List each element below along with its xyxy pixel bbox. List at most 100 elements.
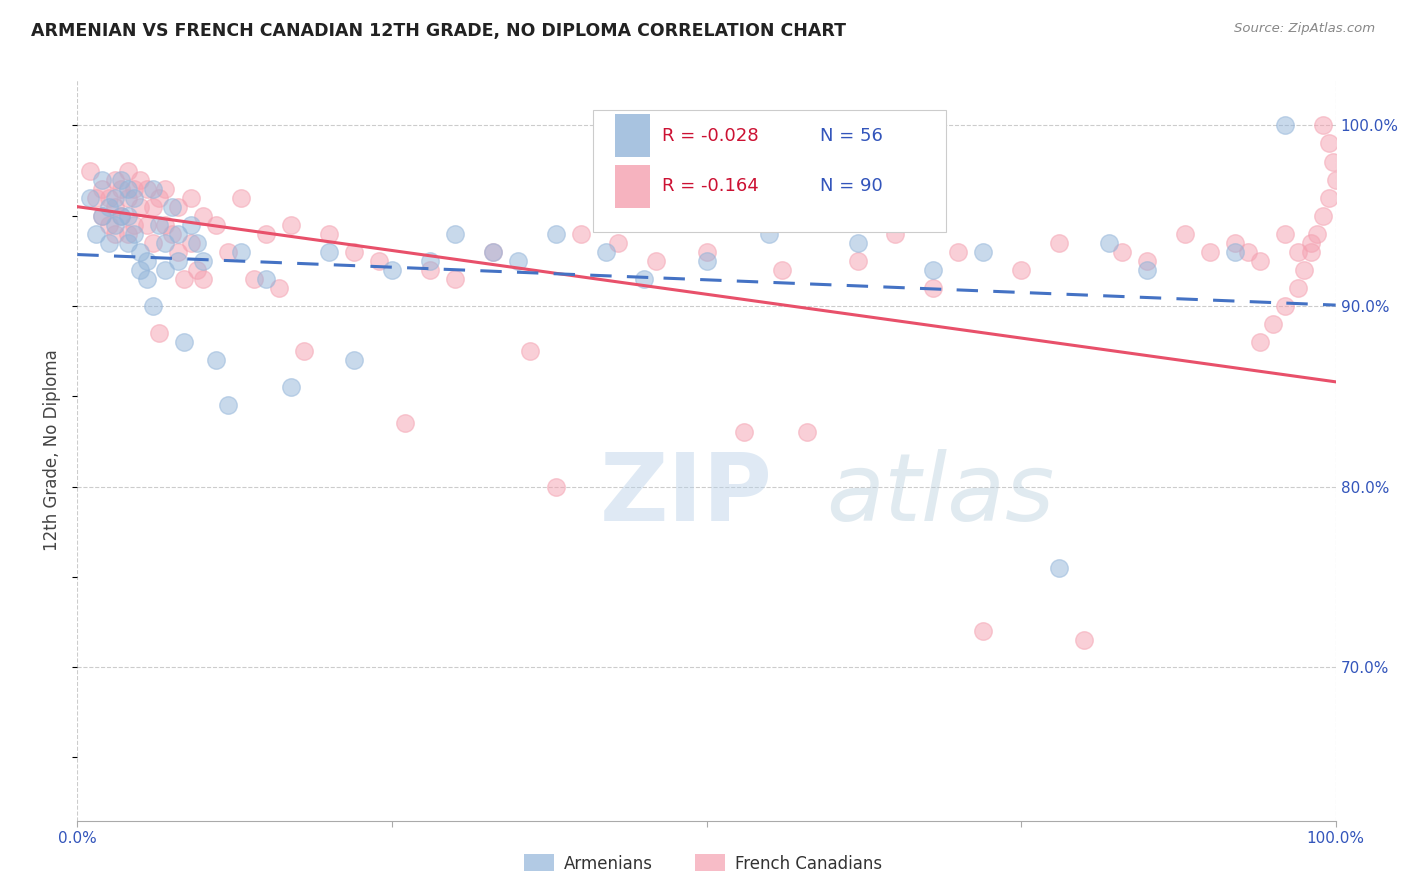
Point bbox=[846, 235, 869, 250]
Point bbox=[922, 263, 945, 277]
Point bbox=[186, 263, 208, 277]
Point bbox=[135, 272, 157, 286]
Point bbox=[97, 235, 120, 250]
Point bbox=[91, 172, 114, 186]
Point bbox=[91, 209, 114, 223]
Point bbox=[633, 272, 655, 286]
Point bbox=[97, 191, 120, 205]
Point bbox=[1319, 191, 1341, 205]
Point bbox=[104, 200, 127, 214]
Point bbox=[1319, 136, 1341, 151]
Point bbox=[117, 191, 139, 205]
Point bbox=[180, 191, 202, 205]
Point bbox=[1047, 561, 1070, 575]
Point bbox=[1261, 317, 1284, 331]
Text: R = -0.028: R = -0.028 bbox=[662, 127, 759, 145]
Point bbox=[204, 218, 226, 232]
Text: N = 56: N = 56 bbox=[820, 127, 883, 145]
Point bbox=[1294, 263, 1316, 277]
Text: Source: ZipAtlas.com: Source: ZipAtlas.com bbox=[1234, 22, 1375, 36]
Point bbox=[104, 172, 127, 186]
Point bbox=[1199, 244, 1222, 259]
Point bbox=[1274, 299, 1296, 313]
Point bbox=[129, 244, 152, 259]
Point bbox=[129, 172, 152, 186]
Point bbox=[696, 244, 718, 259]
Point bbox=[180, 235, 202, 250]
Point bbox=[267, 281, 290, 295]
Point bbox=[1223, 235, 1246, 250]
Point bbox=[135, 181, 157, 195]
Point bbox=[104, 218, 127, 232]
Point bbox=[1324, 172, 1347, 186]
Point bbox=[186, 235, 208, 250]
Point bbox=[160, 227, 183, 241]
Y-axis label: 12th Grade, No Diploma: 12th Grade, No Diploma bbox=[44, 350, 62, 551]
Point bbox=[972, 244, 994, 259]
Point bbox=[117, 163, 139, 178]
Point bbox=[84, 227, 107, 241]
Point bbox=[91, 209, 114, 223]
Text: R = -0.164: R = -0.164 bbox=[662, 178, 759, 195]
Point bbox=[110, 172, 132, 186]
Point bbox=[104, 191, 127, 205]
Point bbox=[142, 181, 165, 195]
Point bbox=[884, 227, 907, 241]
Point bbox=[117, 227, 139, 241]
Point bbox=[292, 344, 315, 359]
Point bbox=[1286, 281, 1309, 295]
Point bbox=[519, 344, 541, 359]
Point bbox=[1312, 119, 1334, 133]
Point bbox=[122, 191, 145, 205]
Point bbox=[696, 253, 718, 268]
Point bbox=[254, 227, 277, 241]
Point bbox=[155, 181, 177, 195]
Point bbox=[343, 353, 366, 368]
Point bbox=[796, 425, 818, 440]
Text: atlas: atlas bbox=[827, 450, 1054, 541]
Text: N = 90: N = 90 bbox=[820, 178, 883, 195]
Point bbox=[97, 200, 120, 214]
Point bbox=[160, 200, 183, 214]
Point bbox=[191, 272, 215, 286]
Point bbox=[1047, 235, 1070, 250]
Point bbox=[368, 253, 391, 268]
Point bbox=[481, 244, 503, 259]
Point bbox=[79, 163, 101, 178]
Point bbox=[1249, 253, 1271, 268]
Point bbox=[948, 244, 970, 259]
Point bbox=[217, 398, 239, 412]
Point bbox=[922, 281, 945, 295]
Point bbox=[1286, 244, 1309, 259]
Point bbox=[122, 227, 145, 241]
Point bbox=[129, 263, 152, 277]
Point bbox=[318, 227, 340, 241]
Point bbox=[110, 209, 132, 223]
Point bbox=[846, 253, 869, 268]
Point bbox=[167, 244, 190, 259]
Point bbox=[180, 218, 202, 232]
Point bbox=[481, 244, 503, 259]
Point bbox=[155, 218, 177, 232]
Point bbox=[972, 624, 994, 638]
Point bbox=[97, 218, 120, 232]
Point bbox=[167, 200, 190, 214]
Point bbox=[394, 417, 416, 431]
Point bbox=[1223, 244, 1246, 259]
Point bbox=[117, 235, 139, 250]
Point bbox=[204, 353, 226, 368]
Point bbox=[142, 200, 165, 214]
Point bbox=[444, 272, 467, 286]
FancyBboxPatch shape bbox=[593, 110, 946, 232]
Point bbox=[122, 181, 145, 195]
Point bbox=[1111, 244, 1133, 259]
Point bbox=[544, 227, 567, 241]
Point bbox=[1312, 209, 1334, 223]
Point bbox=[129, 200, 152, 214]
Point bbox=[117, 209, 139, 223]
Text: ARMENIAN VS FRENCH CANADIAN 12TH GRADE, NO DIPLOMA CORRELATION CHART: ARMENIAN VS FRENCH CANADIAN 12TH GRADE, … bbox=[31, 22, 846, 40]
Point bbox=[148, 191, 170, 205]
Point bbox=[1098, 235, 1121, 250]
Point bbox=[1136, 263, 1159, 277]
Point bbox=[733, 425, 755, 440]
